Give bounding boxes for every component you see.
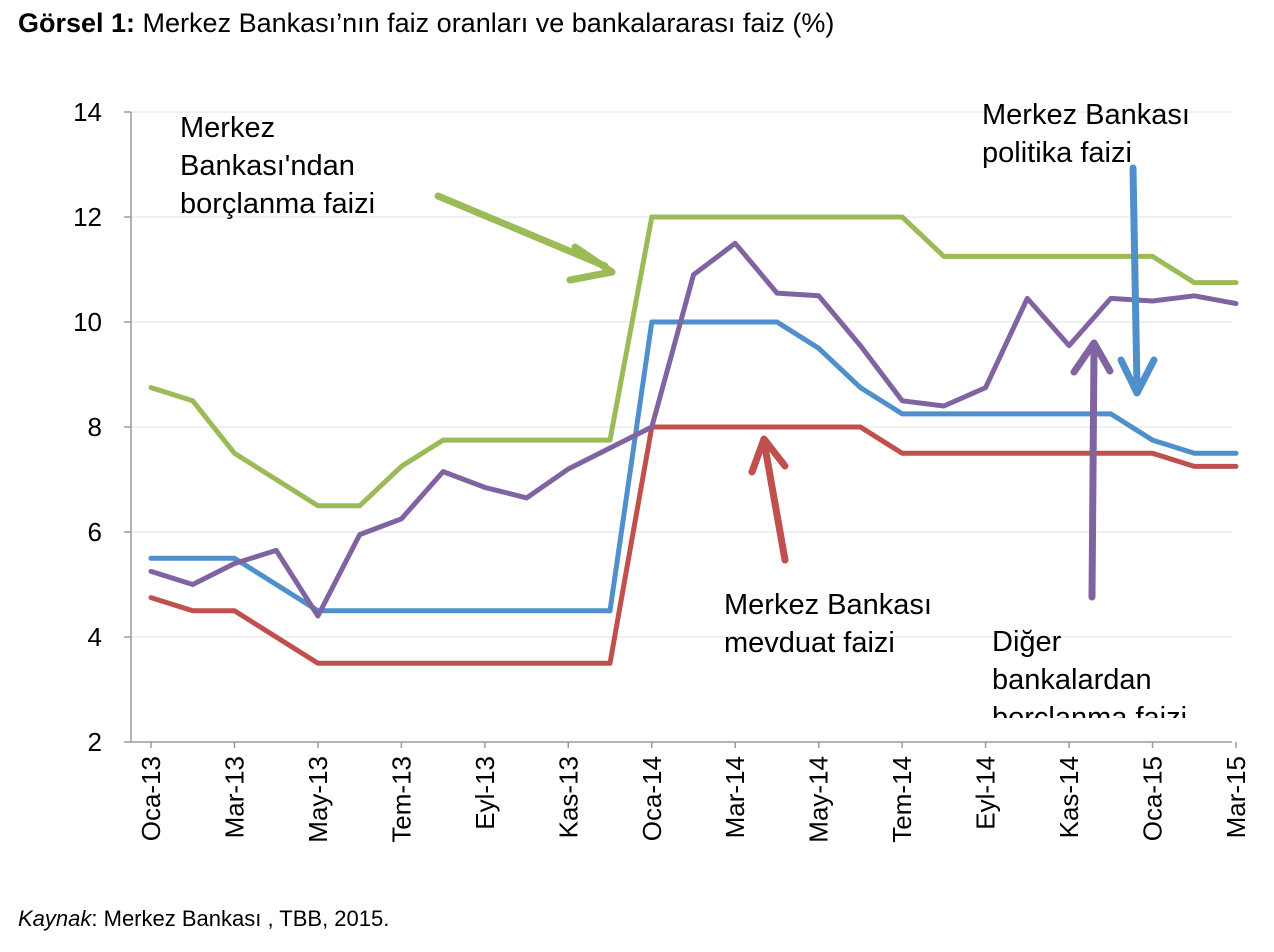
y-tick-label: 4 xyxy=(88,622,102,652)
annotation-borclanma: Merkez Bankası'ndan borçlanma faizi xyxy=(180,112,375,220)
y-tick-label: 8 xyxy=(88,412,102,442)
x-tick-label: Kas-14 xyxy=(1054,756,1084,838)
annotation-politika: Merkez Bankası politika faizi xyxy=(982,99,1190,169)
arrow-head-diger xyxy=(1070,339,1114,376)
x-tick-labels: Oca-13 Mar-13 May-13 Tem-13 Eyl-13 Kas-13 Oca-… xyxy=(136,756,1251,843)
annotation-line: Merkez Bankası xyxy=(982,99,1190,131)
annotation-labels: Merkez Bankası'ndan borçlanma faizi Merkez … xyxy=(180,99,1190,734)
source-note: Kaynak: Merkez Bankası , TBB, 2015. xyxy=(18,906,389,932)
series-line-diger xyxy=(148,240,1239,619)
x-tick-label: Tem-13 xyxy=(386,756,416,843)
annotation-line: Bankası'ndan xyxy=(180,150,355,182)
page-title: Görsel 1: Merkez Bankası’nın faiz oranla… xyxy=(18,8,834,39)
series-lines xyxy=(148,214,1239,666)
arrow-borclanma xyxy=(434,192,609,270)
series-line-borclanma xyxy=(148,214,1239,509)
series-line-mevduat xyxy=(148,424,1239,666)
annotation-line: mevduat faizi xyxy=(724,627,895,659)
x-tick-label: Mar-13 xyxy=(219,756,249,838)
y-tick-label: 2 xyxy=(88,727,102,757)
x-tick-label: Eyl-14 xyxy=(971,756,1001,830)
arrow-mevduat xyxy=(761,443,789,564)
x-tick-label: Oca-13 xyxy=(136,756,166,841)
y-tick-label: 12 xyxy=(73,202,102,232)
x-tick-label: Eyl-13 xyxy=(470,756,500,830)
annotation-arrows xyxy=(434,164,1158,601)
annotation-mevduat: Merkez Bankası mevduat faizi xyxy=(724,589,932,659)
axes xyxy=(124,111,1237,748)
y-tick-label: 6 xyxy=(88,517,102,547)
arrow-head-mevduat xyxy=(748,435,789,476)
arrow-head-politika xyxy=(1117,356,1158,397)
y-tick-labels: 2 4 6 8 10 12 14 xyxy=(73,97,102,757)
x-tick-label: May-14 xyxy=(804,756,834,843)
arrow-politika xyxy=(1129,164,1141,390)
annotation-line: politika faizi xyxy=(982,137,1132,169)
annotation-line: Merkez xyxy=(180,112,275,144)
x-tick-label: Kas-13 xyxy=(553,756,583,838)
arrow-diger xyxy=(1088,346,1098,601)
x-tick-label: May-13 xyxy=(303,756,333,843)
annotation-line: Diğer xyxy=(992,626,1062,658)
source-prefix: Kaynak xyxy=(18,906,92,931)
annotation-line: Merkez Bankası xyxy=(724,589,932,621)
title-prefix: Görsel 1: xyxy=(18,8,136,38)
x-tick-label: Mar-15 xyxy=(1221,756,1251,838)
x-tick-label: Oca-14 xyxy=(637,756,667,841)
source-text: : Merkez Bankası , TBB, 2015. xyxy=(91,906,390,931)
annotation-line: bankalardan xyxy=(992,664,1152,696)
series-line-politika xyxy=(148,319,1239,614)
y-tick-label: 14 xyxy=(73,97,102,127)
x-tick-label: Oca-15 xyxy=(1138,756,1168,841)
x-tick-label: Mar-14 xyxy=(720,756,750,838)
y-tick-label: 10 xyxy=(73,307,102,337)
annotation-diger: Diğer bankalardan borçlanma faizi xyxy=(992,626,1187,734)
line-chart: 2 4 6 8 10 12 14 Oca-13 Mar-13 May-13 Tem-13 Eyl-1… xyxy=(73,97,1251,843)
annotation-line: borçlanma faizi xyxy=(992,702,1187,734)
arrow-head-borclanma xyxy=(566,243,616,284)
x-tick-label: Tem-14 xyxy=(887,756,917,843)
title-text: Merkez Bankası’nın faiz oranları ve bank… xyxy=(135,8,835,38)
annotation-line: borçlanma faizi xyxy=(180,188,375,220)
